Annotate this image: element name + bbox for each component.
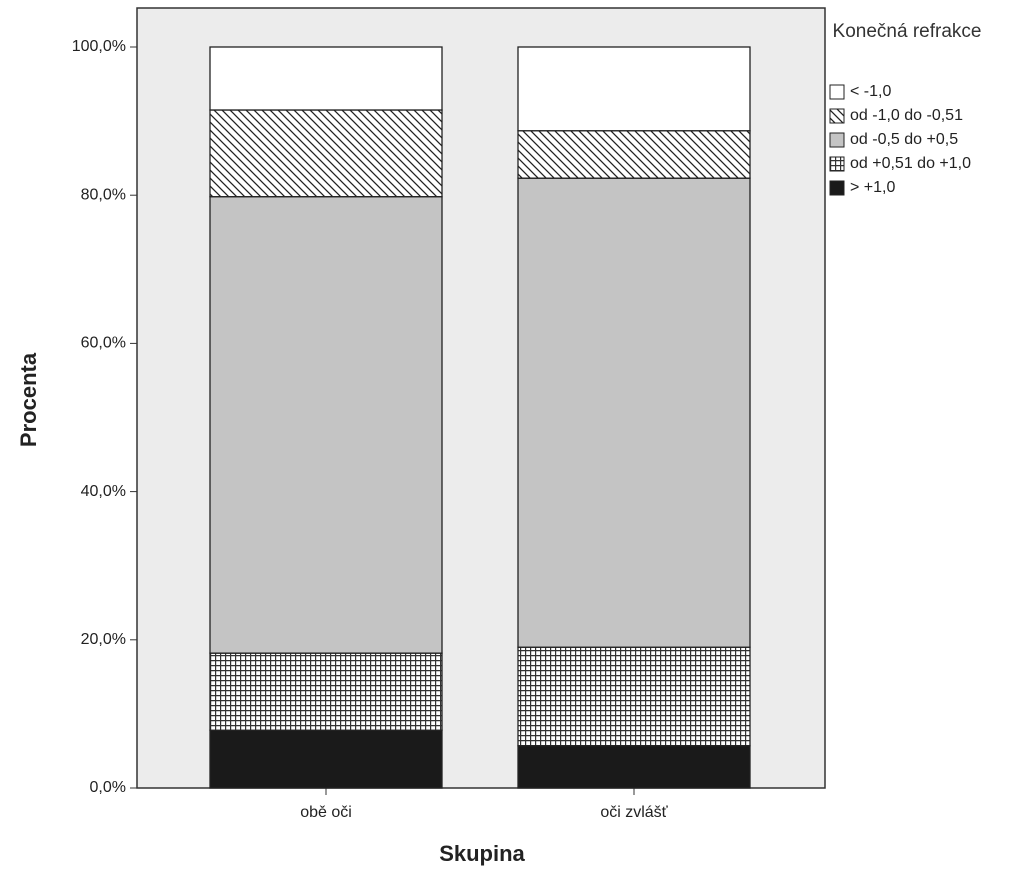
y-tick-label: 0,0% — [90, 779, 126, 796]
bar-segment — [517, 130, 751, 179]
bar-segment — [517, 46, 751, 132]
legend-swatch — [829, 132, 845, 148]
y-tick-label: 40,0% — [81, 483, 126, 500]
legend-title: Konečná refrakce — [832, 21, 982, 42]
legend-swatch — [829, 156, 845, 172]
legend-label: < -1,0 — [850, 83, 891, 100]
bar-segment — [517, 745, 751, 789]
bar-segment — [209, 196, 443, 654]
y-axis-label: Procenta — [16, 352, 41, 447]
legend-label: od -1,0 do -0,51 — [850, 107, 963, 124]
bar-segment — [209, 729, 443, 789]
legend-swatch — [829, 180, 845, 196]
legend-label: od +0,51 do +1,0 — [850, 155, 971, 172]
x-axis-label: Skupina — [439, 841, 525, 866]
bar-segment — [209, 652, 443, 731]
y-tick-label: 20,0% — [81, 631, 126, 648]
legend-swatch — [829, 84, 845, 100]
y-tick-label: 80,0% — [81, 186, 126, 203]
bar-segment — [517, 646, 751, 747]
legend-label: > +1,0 — [850, 179, 895, 196]
bar-segment — [209, 109, 443, 198]
x-tick-label: oči zvlášť — [600, 804, 668, 821]
y-tick-label: 100,0% — [72, 38, 126, 55]
bar-segment — [517, 177, 751, 648]
y-tick-label: 60,0% — [81, 335, 126, 352]
x-tick-label: obě oči — [300, 804, 352, 821]
legend-swatch — [829, 108, 845, 124]
bar-segment — [209, 46, 443, 111]
legend-label: od -0,5 do +0,5 — [850, 131, 958, 148]
